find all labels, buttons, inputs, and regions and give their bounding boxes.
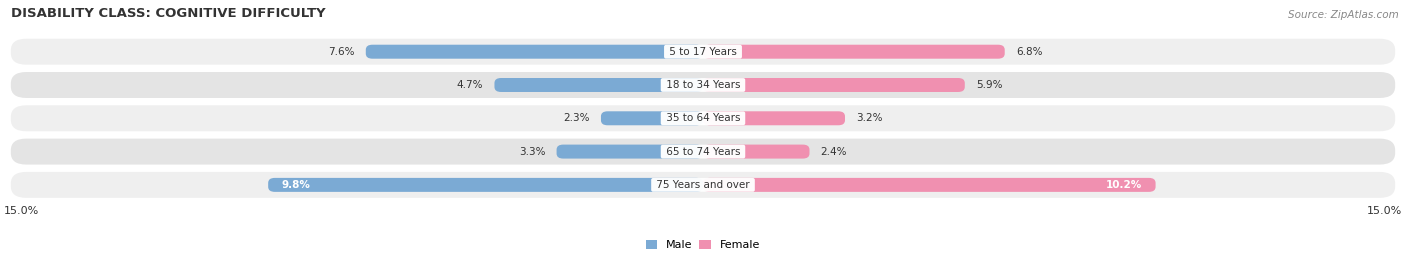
Text: 5 to 17 Years: 5 to 17 Years [666, 47, 740, 57]
Text: Source: ZipAtlas.com: Source: ZipAtlas.com [1288, 10, 1399, 20]
FancyBboxPatch shape [366, 45, 703, 59]
Text: 7.6%: 7.6% [328, 47, 354, 57]
Text: 9.8%: 9.8% [281, 180, 311, 190]
FancyBboxPatch shape [11, 72, 1395, 98]
Text: 15.0%: 15.0% [4, 205, 39, 215]
Text: 65 to 74 Years: 65 to 74 Years [662, 147, 744, 157]
FancyBboxPatch shape [703, 111, 845, 125]
Legend: Male, Female: Male, Female [641, 235, 765, 255]
Text: 2.3%: 2.3% [564, 113, 591, 123]
Text: DISABILITY CLASS: COGNITIVE DIFFICULTY: DISABILITY CLASS: COGNITIVE DIFFICULTY [11, 6, 326, 20]
FancyBboxPatch shape [269, 178, 703, 192]
Text: 18 to 34 Years: 18 to 34 Years [662, 80, 744, 90]
FancyBboxPatch shape [11, 39, 1395, 65]
FancyBboxPatch shape [703, 178, 1156, 192]
Text: 35 to 64 Years: 35 to 64 Years [662, 113, 744, 123]
Text: 4.7%: 4.7% [457, 80, 484, 90]
Text: 10.2%: 10.2% [1107, 180, 1142, 190]
FancyBboxPatch shape [703, 45, 1005, 59]
FancyBboxPatch shape [557, 145, 703, 158]
FancyBboxPatch shape [703, 145, 810, 158]
Text: 5.9%: 5.9% [976, 80, 1002, 90]
Text: 2.4%: 2.4% [821, 147, 846, 157]
FancyBboxPatch shape [11, 139, 1395, 165]
Text: 75 Years and over: 75 Years and over [652, 180, 754, 190]
FancyBboxPatch shape [11, 105, 1395, 131]
FancyBboxPatch shape [495, 78, 703, 92]
Text: 15.0%: 15.0% [1367, 205, 1402, 215]
Text: 6.8%: 6.8% [1015, 47, 1042, 57]
FancyBboxPatch shape [703, 78, 965, 92]
FancyBboxPatch shape [11, 172, 1395, 198]
FancyBboxPatch shape [600, 111, 703, 125]
Text: 3.2%: 3.2% [856, 113, 883, 123]
Text: 3.3%: 3.3% [519, 147, 546, 157]
